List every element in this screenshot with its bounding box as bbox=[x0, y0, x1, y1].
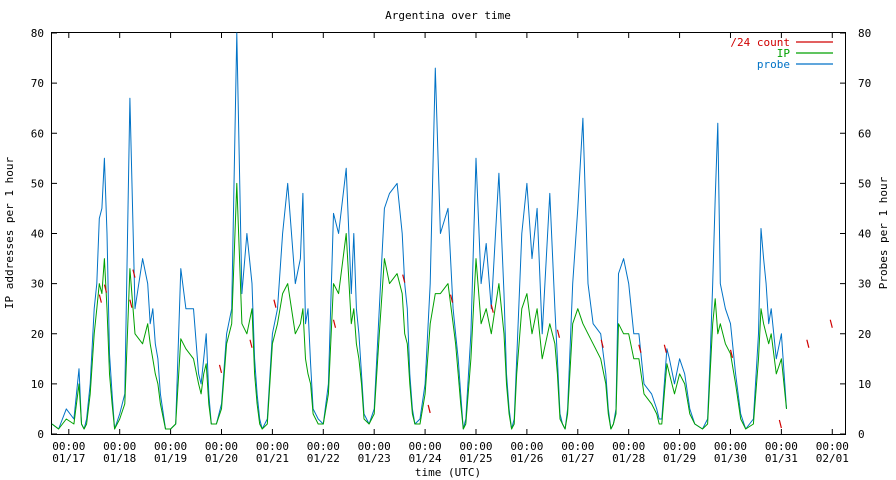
y-left-tick-label: 30 bbox=[31, 278, 44, 291]
x-tick-date-label: 01/18 bbox=[103, 452, 136, 465]
series-layer bbox=[51, 32, 833, 430]
x-tick-time-label: 00:00 bbox=[816, 440, 849, 453]
x-tick-time-label: 00:00 bbox=[663, 440, 696, 453]
x-tick-time-label: 00:00 bbox=[205, 440, 238, 453]
y-axis-right: 0 10 20 30 40 50 60 70 80 bbox=[840, 27, 871, 441]
x-tick-date-label: 01/26 bbox=[510, 452, 543, 465]
series-probe-line bbox=[51, 32, 787, 430]
x-tick-date-label: 01/22 bbox=[307, 452, 340, 465]
y-right-tick-label: 30 bbox=[858, 278, 871, 291]
series-24-count-point bbox=[132, 269, 136, 278]
series-24-count-point bbox=[829, 319, 833, 328]
series-24-count-point bbox=[249, 339, 253, 348]
y-right-tick-label: 40 bbox=[858, 228, 871, 241]
y-right-tick-label: 80 bbox=[858, 27, 871, 40]
series-24-count-point bbox=[273, 299, 277, 308]
x-tick-date-label: 01/31 bbox=[765, 452, 798, 465]
y-right-tick-label: 10 bbox=[858, 378, 871, 391]
x-tick-date-label: 01/29 bbox=[663, 452, 696, 465]
y-right-tick-label: 20 bbox=[858, 328, 871, 341]
x-tick-date-label: 01/23 bbox=[358, 452, 391, 465]
x-tick-date-label: 01/28 bbox=[612, 452, 645, 465]
series-24-count-point bbox=[129, 299, 133, 308]
series-24-count-point bbox=[600, 339, 604, 348]
x-tick-time-label: 00:00 bbox=[561, 440, 594, 453]
x-tick-date-label: 01/25 bbox=[459, 452, 492, 465]
y-axis-left: 0 10 20 30 40 50 60 70 80 bbox=[31, 27, 57, 441]
y-left-tick-label: 0 bbox=[37, 428, 44, 441]
series-24-count-point bbox=[663, 344, 667, 353]
x-tick-date-label: 01/20 bbox=[205, 452, 238, 465]
series-24-count-point bbox=[449, 294, 454, 303]
series-ip-line bbox=[51, 182, 787, 430]
x-tick-time-label: 00:00 bbox=[510, 440, 543, 453]
x-tick-time-label: 00:00 bbox=[256, 440, 289, 453]
series-24-count-point bbox=[98, 294, 102, 303]
series-24-count-point bbox=[218, 364, 223, 373]
x-tick-time-label: 00:00 bbox=[52, 440, 85, 453]
x-tick-time-label: 00:00 bbox=[154, 440, 187, 453]
x-tick-date-label: 02/01 bbox=[816, 452, 849, 465]
y-right-tick-label: 0 bbox=[858, 428, 865, 441]
series-24-count-point bbox=[556, 329, 561, 338]
legend-label-ip: IP bbox=[777, 47, 791, 60]
y-left-tick-label: 80 bbox=[31, 27, 44, 40]
x-tick-time-label: 00:00 bbox=[765, 440, 798, 453]
x-tick-time-label: 00:00 bbox=[103, 440, 136, 453]
y-left-tick-label: 60 bbox=[31, 127, 44, 140]
series-24-count-point bbox=[729, 349, 734, 358]
series-24-count-point bbox=[427, 404, 431, 414]
y-right-tick-label: 50 bbox=[858, 177, 871, 190]
y-right-tick-label: 60 bbox=[858, 127, 871, 140]
series-24-count-point bbox=[806, 339, 810, 348]
x-tick-date-label: 01/19 bbox=[154, 452, 187, 465]
x-tick-date-label: 01/21 bbox=[256, 452, 289, 465]
x-axis: 00:0001/1700:0001/1800:0001/1900:0001/20… bbox=[52, 33, 849, 465]
y-left-tick-label: 70 bbox=[31, 77, 44, 90]
x-tick-time-label: 00:00 bbox=[714, 440, 747, 453]
x-tick-date-label: 01/30 bbox=[714, 452, 747, 465]
legend-label-24-count: /24 count bbox=[730, 36, 790, 49]
legend-label-probe: probe bbox=[757, 58, 790, 71]
x-tick-date-label: 01/24 bbox=[409, 452, 442, 465]
x-tick-time-label: 00:00 bbox=[409, 440, 442, 453]
x-tick-time-label: 00:00 bbox=[358, 440, 391, 453]
plot-area bbox=[51, 32, 846, 435]
x-tick-date-label: 01/17 bbox=[52, 452, 85, 465]
series-24-count-point bbox=[778, 419, 782, 429]
series-24-count-point bbox=[490, 304, 494, 313]
x-axis-label: time (UTC) bbox=[415, 466, 481, 479]
y-left-tick-label: 10 bbox=[31, 378, 44, 391]
series-24-count-point bbox=[638, 344, 642, 353]
y-left-tick-label: 40 bbox=[31, 228, 44, 241]
series-24-count-point bbox=[402, 274, 406, 283]
x-tick-time-label: 00:00 bbox=[459, 440, 492, 453]
y-axis-right-label: Probes per 1 hour bbox=[877, 176, 890, 289]
y-axis-left-label: IP addresses per 1 hour bbox=[3, 156, 16, 309]
series-24-count-point bbox=[332, 319, 337, 328]
chart-title: Argentina over time bbox=[385, 9, 511, 22]
x-tick-time-label: 00:00 bbox=[612, 440, 645, 453]
y-left-tick-label: 20 bbox=[31, 328, 44, 341]
y-right-tick-label: 70 bbox=[858, 77, 871, 90]
x-tick-date-label: 01/27 bbox=[561, 452, 594, 465]
y-left-tick-label: 50 bbox=[31, 177, 44, 190]
series-24-count-point bbox=[103, 284, 108, 293]
x-tick-time-label: 00:00 bbox=[307, 440, 340, 453]
